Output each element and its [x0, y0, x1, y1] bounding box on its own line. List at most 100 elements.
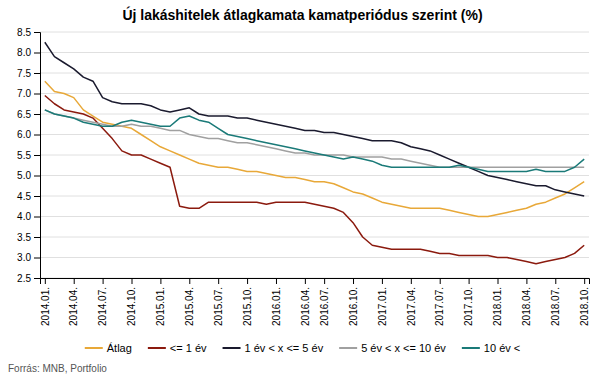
lines — [45, 42, 584, 263]
x-tick-label: 2017.01. — [377, 287, 388, 326]
legend-item: <= 1 év — [148, 342, 207, 354]
x-tick: 2017.10. — [463, 278, 474, 326]
x-tick-mark — [132, 278, 133, 284]
x-tick: 2014.07. — [97, 278, 108, 326]
x-tick-label: 2018.01. — [492, 287, 503, 326]
grid-line — [40, 216, 589, 217]
y-tick-mark — [34, 73, 40, 74]
legend-item: Átlag — [85, 342, 132, 354]
series-line — [45, 42, 584, 196]
x-tick: 2015.10. — [242, 278, 253, 326]
grid-line — [40, 114, 589, 115]
legend-label: Átlag — [107, 342, 132, 354]
x-tick-mark — [469, 278, 470, 284]
x-tick-mark — [45, 278, 46, 284]
y-tick: 7.5 — [17, 68, 40, 79]
x-tick-label: 2015.07. — [213, 287, 224, 326]
y-tick-mark — [34, 94, 40, 95]
y-tick-label: 8.5 — [17, 27, 31, 38]
x-tick-label: 2017.07. — [434, 287, 445, 326]
y-tick: 8.0 — [17, 47, 40, 58]
y-tick-mark — [34, 53, 40, 54]
y-tick: 3.0 — [17, 252, 40, 263]
y-tick-mark — [34, 258, 40, 259]
y-tick-mark — [34, 237, 40, 238]
x-tick-mark — [498, 278, 499, 284]
legend-swatch — [223, 347, 241, 349]
x-tick-mark — [103, 278, 104, 284]
x-tick-label: 2014.07. — [97, 287, 108, 326]
y-tick-label: 3.0 — [17, 252, 31, 263]
x-tick-label: 2016.01. — [271, 287, 282, 326]
x-tick-mark — [353, 278, 354, 284]
y-tick: 3.5 — [17, 232, 40, 243]
y-tick-label: 6.0 — [17, 129, 31, 140]
y-tick: 4.5 — [17, 191, 40, 202]
y-tick: 8.5 — [17, 27, 40, 38]
x-tick-label: 2016.04. — [300, 287, 311, 326]
y-tick: 5.5 — [17, 150, 40, 161]
y-tick: 6.0 — [17, 129, 40, 140]
x-tick: 2018.04. — [521, 278, 532, 326]
x-tick-label: 2018.04. — [521, 287, 532, 326]
y-tick-label: 8.0 — [17, 47, 31, 58]
x-tick: 2015.07. — [213, 278, 224, 326]
x-tick-mark — [584, 278, 585, 284]
y-tick-mark — [34, 217, 40, 218]
legend-label: 10 év < — [484, 342, 520, 354]
grid-line — [40, 134, 589, 135]
y-tick-label: 7.5 — [17, 68, 31, 79]
y-tick-label: 3.5 — [17, 232, 31, 243]
grid-line — [40, 32, 589, 33]
x-tick-mark — [218, 278, 219, 284]
x-tick: 2014.01. — [40, 278, 51, 326]
x-tick-mark — [305, 278, 306, 284]
x-tick-label: 2017.10. — [463, 287, 474, 326]
x-axis-line — [41, 279, 590, 285]
y-tick-mark — [34, 114, 40, 115]
y-tick: 7.0 — [17, 88, 40, 99]
x-tick-mark — [411, 278, 412, 284]
title: Új lakáshitelek átlagkamata kamatperiódu… — [122, 6, 482, 23]
y-tick-mark — [34, 155, 40, 156]
y-tick-label: 2.5 — [17, 273, 31, 284]
x-tick: 2015.04. — [184, 278, 195, 326]
x-tick-mark — [160, 278, 161, 284]
x-tick: 2017.07. — [434, 278, 445, 326]
x-tick: 2018.10. — [579, 278, 590, 326]
x-tick: 2017.04. — [406, 278, 417, 326]
y-tick-mark — [34, 32, 40, 33]
y-tick-mark — [34, 278, 40, 279]
x-tick-mark — [440, 278, 441, 284]
x-tick: 2016.10. — [348, 278, 359, 326]
series-line — [45, 96, 584, 264]
legend-item: 1 év < x <= 5 év — [223, 342, 324, 354]
x-tick-label: 2018.07. — [550, 287, 561, 326]
legend-item: 5 év < x <= 10 év — [339, 342, 446, 354]
grid-line — [40, 52, 589, 53]
legend-swatch — [339, 347, 357, 349]
grid-line — [40, 196, 589, 197]
y-axis: 2.53.03.54.04.55.05.56.06.57.07.58.08.5 — [17, 27, 40, 284]
y-tick-label: 5.0 — [17, 170, 31, 181]
x-tick-label: 2018.10. — [579, 287, 590, 326]
plot: 2.53.03.54.04.55.05.56.06.57.07.58.08.52… — [17, 27, 590, 326]
x-tick: 2016.04. — [300, 278, 311, 326]
x-tick-mark — [555, 278, 556, 284]
x-tick-mark — [276, 278, 277, 284]
legend-label: 5 év < x <= 10 év — [361, 342, 446, 354]
x-tick: 2016.01. — [271, 278, 282, 326]
x-tick-mark — [74, 278, 75, 284]
x-tick-label: 2017.04. — [406, 287, 417, 326]
x-tick-mark — [189, 278, 190, 284]
y-axis-line — [34, 33, 41, 279]
grid-line — [40, 93, 589, 94]
chart: Új lakáshitelek átlagkamata kamatperiódu… — [0, 0, 605, 378]
legend-swatch — [148, 347, 166, 349]
x-tick-label: 2014.01. — [40, 287, 51, 326]
x-tick-mark — [526, 278, 527, 284]
y-tick-label: 7.0 — [17, 88, 31, 99]
x-tick: 2015.01. — [155, 278, 166, 326]
source-note: Forrás: MNB, Portfolio — [8, 363, 107, 374]
x-tick-label: 2016.07. — [319, 287, 330, 326]
